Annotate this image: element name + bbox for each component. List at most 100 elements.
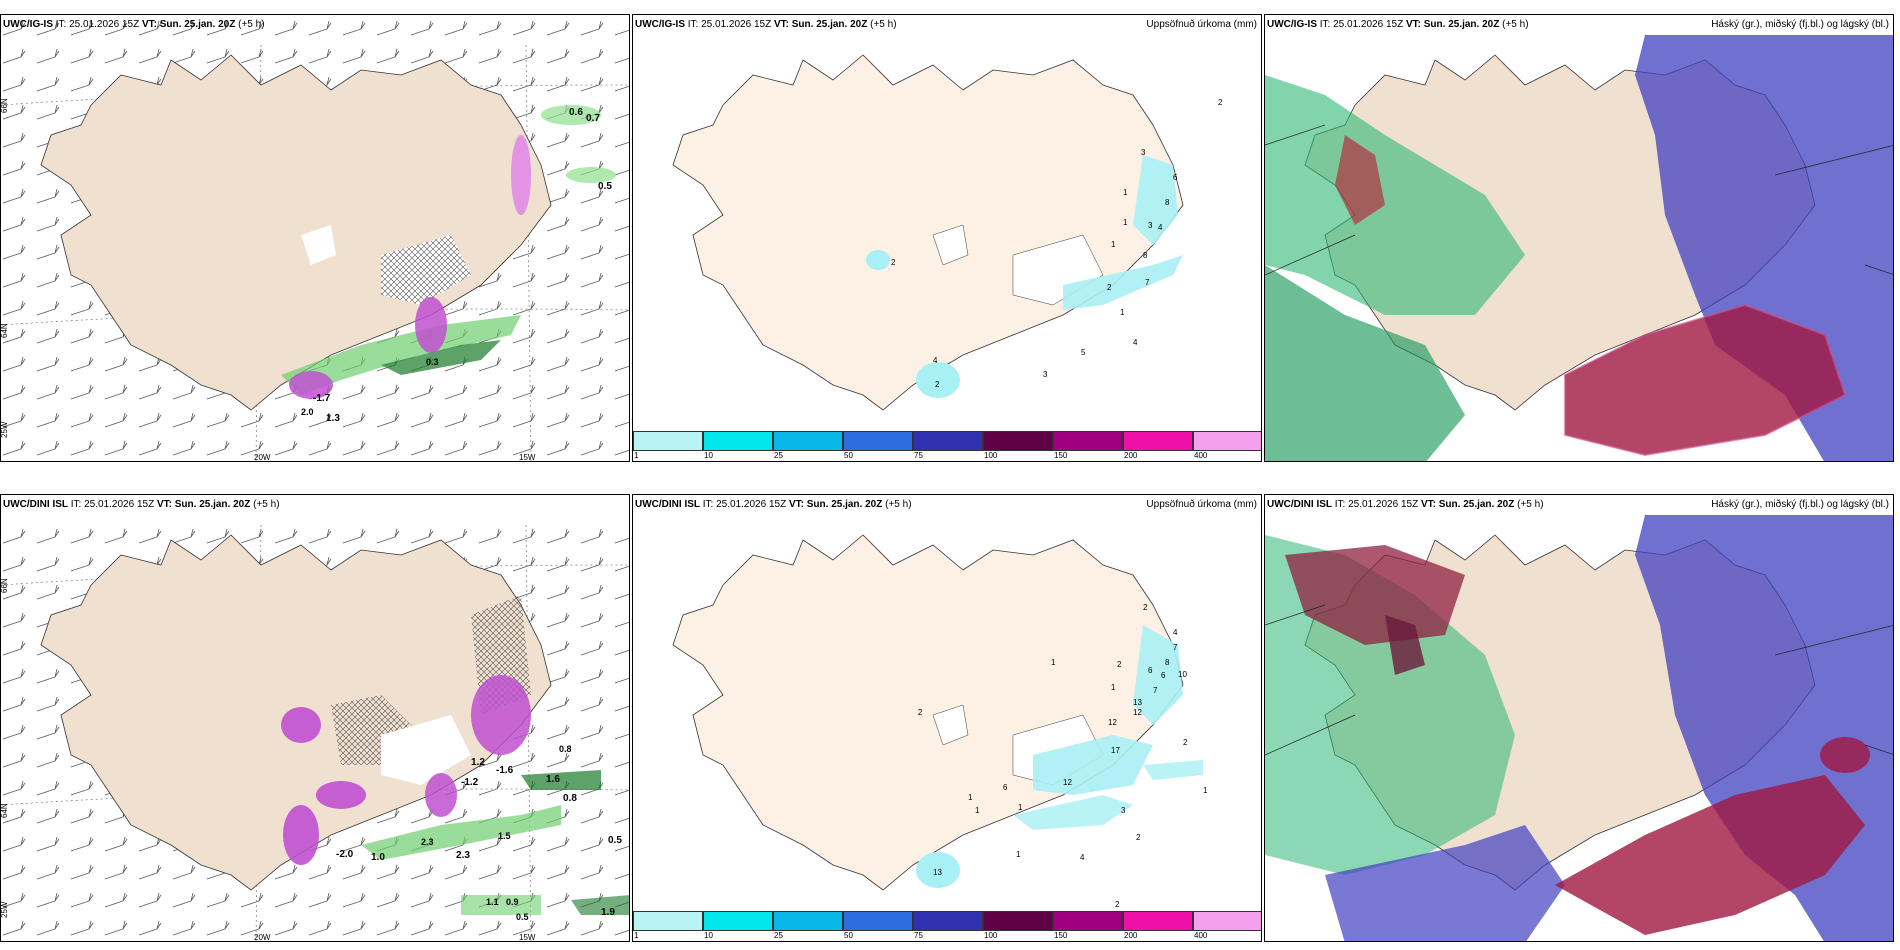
precip-value: 5	[1081, 348, 1086, 357]
precip-value: 1	[1120, 308, 1125, 317]
panel-title: Uppsöfnuð úrkoma (mm)	[1146, 19, 1257, 30]
scale-segment	[843, 911, 913, 931]
scale-tick: 25	[774, 451, 783, 460]
temp-label: 0.5	[516, 912, 529, 922]
cloud-map	[1265, 35, 1893, 461]
precip-value: 4	[1080, 853, 1085, 862]
precip-map: 2 1 4 7 2 6 6 8 10 1 7 12 13 12 2 17 12 …	[672, 534, 1208, 909]
precip-scale-ticks: 1 10 25 50 75 100 150 200 400	[633, 931, 1261, 941]
scale-tick: 50	[844, 931, 853, 940]
temp-label: 0.8	[563, 793, 577, 804]
lat-label: 66N	[1, 578, 9, 593]
lon-label: 15W	[519, 933, 536, 942]
precip-value: 1	[1051, 658, 1056, 667]
precip-value: 8	[1165, 198, 1170, 207]
scale-tick: 400	[1194, 931, 1208, 940]
temp-label: 1.5	[498, 831, 511, 841]
precip-value: 3	[1141, 148, 1146, 157]
scale-segment	[983, 911, 1053, 931]
iceland-landmass	[40, 54, 552, 411]
precip-color-scale	[633, 911, 1261, 931]
precip-value: 12	[1133, 708, 1142, 717]
scale-tick: 150	[1054, 451, 1068, 460]
precip-value: 4	[1173, 628, 1178, 637]
temp-label: 2.3	[421, 837, 434, 847]
precip-value: 2	[1218, 98, 1223, 107]
lon-label: 20W	[254, 933, 271, 942]
scale-tick: 150	[1054, 931, 1068, 940]
precip-value: 1	[1123, 218, 1128, 227]
precip-value: 2	[935, 380, 940, 389]
precip-value: 1	[1111, 240, 1116, 249]
scale-segment	[1193, 911, 1261, 931]
temp-label: 0.8	[559, 744, 572, 754]
scale-tick: 200	[1124, 451, 1138, 460]
scale-segment	[1193, 431, 1261, 451]
precip-value: 7	[1173, 643, 1178, 652]
scale-segment	[843, 431, 913, 451]
temp-label: 0.6	[569, 107, 583, 118]
panel-header: UWC/DINI ISL IT: 25.01.2026 15Z VT: Sun.…	[635, 499, 912, 510]
panel-clouds-dini: UWC/DINI ISL IT: 25.01.2026 15Z VT: Sun.…	[1264, 494, 1894, 942]
panel-header: UWC/DINI ISL IT: 25.01.2026 15Z VT: Sun.…	[1267, 499, 1544, 510]
panel-temp-wind-dini: UWC/DINI ISL IT: 25.01.2026 15Z VT: Sun.…	[0, 494, 630, 942]
precip-value: 1	[1016, 850, 1021, 859]
temp-label: 0.9	[506, 897, 519, 907]
temp-label: 0.5	[598, 181, 612, 192]
precip-value: 10	[1178, 670, 1187, 679]
precip-value: 3	[1148, 221, 1153, 230]
panel-temp-wind-igis: UWC/IG-IS IT: 25.01.2026 15Z VT: Sun. 25…	[0, 14, 630, 462]
precip-value: 4	[1158, 223, 1163, 232]
precip-value: 6	[1173, 173, 1178, 182]
temp-label: 0.7	[586, 113, 600, 124]
scale-segment	[633, 431, 703, 451]
precip-color-scale	[633, 431, 1261, 451]
scale-tick: 25	[774, 931, 783, 940]
temp-label: 0.5	[608, 835, 622, 846]
temp-label: 1.6	[546, 774, 560, 785]
scale-segment	[983, 431, 1053, 451]
lon-label: 15W	[519, 453, 536, 462]
precip-value: 1	[1123, 188, 1128, 197]
precip-value: 2	[1115, 900, 1120, 909]
precip-value: 1	[1203, 786, 1208, 795]
precip-value: 2	[1143, 603, 1148, 612]
scale-tick: 200	[1124, 931, 1138, 940]
scale-segment	[773, 431, 843, 451]
precip-value: 6	[1003, 783, 1008, 792]
scale-tick: 1	[634, 931, 639, 940]
panel-precip-dini: UWC/DINI ISL IT: 25.01.2026 15Z VT: Sun.…	[632, 494, 1262, 942]
temp-label: -1.6	[496, 765, 514, 776]
scale-tick: 75	[914, 931, 923, 940]
precip-value: 8	[1165, 658, 1170, 667]
precip-map: 2 3 6 8 1 3 4 8 1 7 2 4 5 3 2 2 1 4 1	[672, 54, 1223, 411]
temp-label: -2.0	[336, 849, 354, 860]
scale-segment	[913, 911, 983, 931]
precip-value: 13	[933, 868, 942, 877]
precip-value: 3	[1121, 806, 1126, 815]
scale-tick: 100	[984, 931, 998, 940]
precip-value: 2	[891, 258, 896, 267]
scale-segment	[913, 431, 983, 451]
precip-value: 2	[1136, 833, 1141, 842]
lat-label: 64N	[1, 323, 9, 338]
lat-label: 25W	[1, 421, 9, 438]
temp-wind-map: 1.2 -1.2 -1.6 0.8 1.6 0.5 -2.0 1.0 2.3 1…	[1, 520, 629, 942]
precip-value: 2	[1183, 738, 1188, 747]
temp-label: -1.7	[313, 393, 331, 404]
scale-segment	[703, 431, 773, 451]
panel-precip-igis: UWC/IG-IS IT: 25.01.2026 15Z VT: Sun. 25…	[632, 14, 1262, 462]
temp-wind-map: 0.6 0.7 0.5 -1.7 1.3 0.3 2.0 20W 15W 66N…	[1, 15, 629, 462]
panel-title: Uppsöfnuð úrkoma (mm)	[1146, 499, 1257, 510]
precip-value: 13	[1133, 698, 1142, 707]
precip-value: 4	[933, 356, 938, 365]
temp-label: 1.3	[326, 413, 340, 424]
precip-scale-ticks: 1 10 25 50 75 100 150 200 400	[633, 451, 1261, 461]
scale-segment	[1123, 911, 1193, 931]
panel-header: UWC/IG-IS IT: 25.01.2026 15Z VT: Sun. 25…	[3, 19, 265, 30]
temp-label: 1.2	[471, 757, 485, 768]
precip-value: 1	[968, 793, 973, 802]
scale-segment	[633, 911, 703, 931]
scale-tick: 1	[634, 451, 639, 460]
temp-label: 2.3	[456, 850, 470, 861]
